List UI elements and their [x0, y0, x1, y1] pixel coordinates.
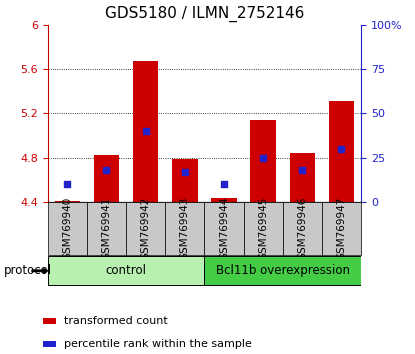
- Bar: [165, 202, 204, 255]
- Bar: [94, 155, 119, 202]
- Bar: [205, 202, 244, 255]
- Point: [103, 167, 110, 173]
- Point: [142, 128, 149, 134]
- Point: [338, 146, 345, 152]
- Bar: [250, 120, 276, 202]
- Text: control: control: [105, 264, 146, 277]
- Title: GDS5180 / ILMN_2752146: GDS5180 / ILMN_2752146: [105, 6, 304, 22]
- Bar: [87, 202, 126, 255]
- Text: GSM769945: GSM769945: [258, 196, 268, 260]
- Text: GSM769943: GSM769943: [180, 196, 190, 260]
- Text: GSM769947: GSM769947: [337, 196, 347, 260]
- Text: GSM769942: GSM769942: [141, 196, 151, 260]
- Bar: [211, 199, 237, 202]
- Bar: [290, 153, 315, 202]
- Point: [299, 167, 305, 173]
- Bar: [329, 101, 354, 202]
- Bar: [172, 159, 198, 202]
- Bar: [244, 202, 283, 255]
- Text: GSM769946: GSM769946: [297, 196, 307, 260]
- Text: Bcl11b overexpression: Bcl11b overexpression: [216, 264, 350, 277]
- Bar: [43, 318, 56, 324]
- Bar: [205, 256, 361, 285]
- Text: percentile rank within the sample: percentile rank within the sample: [64, 338, 252, 349]
- Point: [181, 169, 188, 175]
- Point: [260, 155, 266, 160]
- Point: [221, 181, 227, 187]
- Bar: [48, 202, 87, 255]
- Text: GSM769940: GSM769940: [62, 197, 72, 260]
- Bar: [133, 61, 159, 202]
- Text: GSM769944: GSM769944: [219, 196, 229, 260]
- Bar: [43, 341, 56, 347]
- Bar: [322, 202, 361, 255]
- Bar: [126, 202, 165, 255]
- Text: GSM769941: GSM769941: [102, 196, 112, 260]
- Text: transformed count: transformed count: [64, 316, 168, 326]
- Point: [64, 181, 71, 187]
- Text: protocol: protocol: [4, 264, 52, 277]
- Bar: [48, 256, 205, 285]
- Bar: [55, 201, 80, 202]
- Bar: [283, 202, 322, 255]
